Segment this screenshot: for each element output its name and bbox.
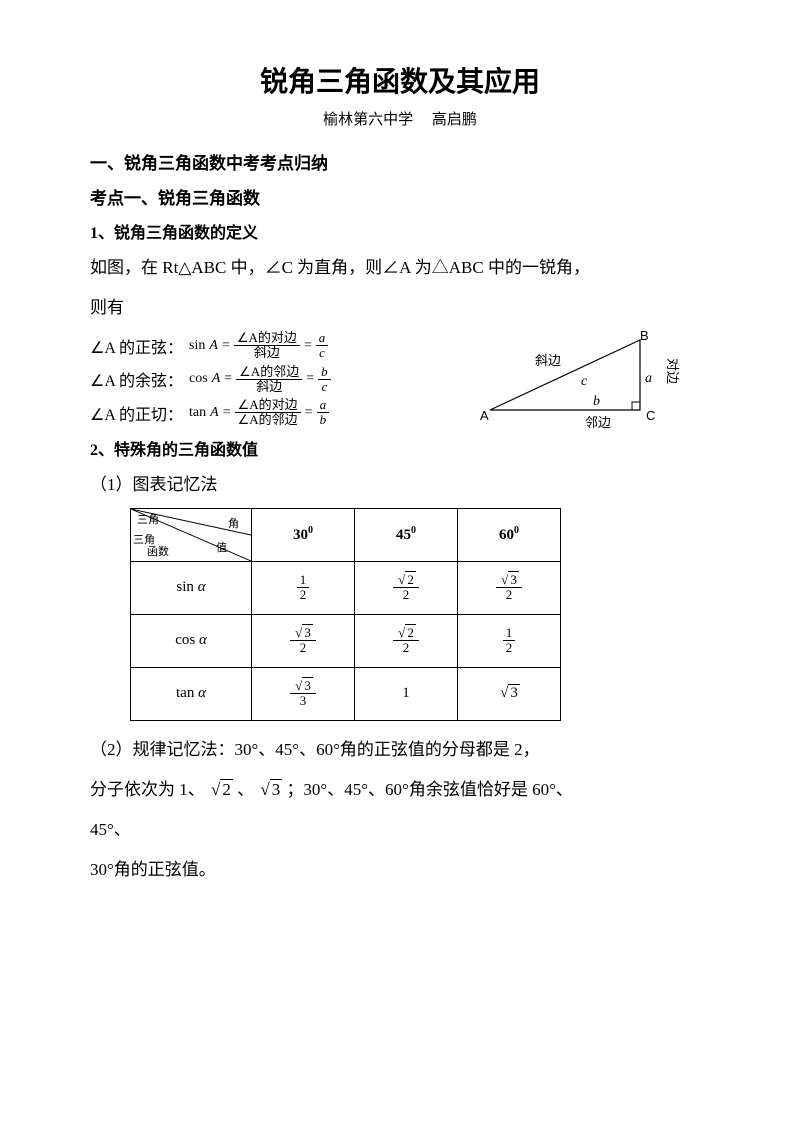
tan-num: ∠A的对边 — [235, 398, 301, 413]
cos-formula: ∠A 的余弦： cos A = ∠A的邻边 斜边 = b c — [90, 365, 450, 395]
method-2-line-4: 30°角的正弦值。 — [90, 853, 710, 887]
vertex-b: B — [640, 330, 649, 343]
definition-heading: 1、锐角三角函数的定义 — [90, 219, 710, 243]
cell-tan-60: 3 — [458, 667, 561, 720]
sin-den: 斜边 — [251, 346, 283, 360]
method-1-heading: （1）图表记忆法 — [90, 468, 710, 502]
sin-math: sin A = ∠A的对边 斜边 = a c — [189, 331, 328, 361]
opp-label: 对边 — [665, 358, 680, 384]
vertex-a: A — [480, 408, 489, 423]
m2-a: 分子依次为 1、 — [90, 780, 205, 799]
cos-label: ∠A 的余弦： — [90, 367, 183, 391]
trig-table: 三角角三角值函数300450600sin α122232cos α322212t… — [130, 508, 561, 721]
row-header-sin: sin α — [131, 561, 252, 614]
definition-text-1: 如图，在 Rt△ABC 中，∠C 为直角，则∠A 为△ABC 中的一锐角， — [90, 251, 710, 285]
cell-tan-45: 1 — [355, 667, 458, 720]
school-name: 榆林第六中学 — [323, 112, 413, 128]
cell-sin-60: 32 — [458, 561, 561, 614]
sin-frac-1: ∠A的对边 斜边 — [234, 331, 300, 361]
sin-arg: A — [209, 338, 218, 354]
adj-label: 邻边 — [585, 415, 611, 430]
eq: = — [223, 405, 231, 421]
hyp-label: 斜边 — [535, 353, 561, 368]
cos-math: cos A = ∠A的邻边 斜边 = b c — [189, 365, 331, 395]
tan-math: tan A = ∠A的对边 ∠A的邻边 = a b — [189, 398, 329, 428]
sin-frac-2: a c — [316, 331, 329, 361]
section-heading: 一、锐角三角函数中考考点归纳 — [90, 149, 710, 174]
tan-b: b — [317, 413, 330, 427]
cell-cos-30: 32 — [252, 614, 355, 667]
cell-sin-45: 22 — [355, 561, 458, 614]
opp-label-group: 对边 — [665, 358, 680, 384]
cell-tan-30: 33 — [252, 667, 355, 720]
sin-num: ∠A的对边 — [234, 331, 300, 346]
tan-arg: A — [210, 405, 219, 421]
formulas-column: ∠A 的正弦： sin A = ∠A的对边 斜边 = a c — [90, 331, 450, 428]
cos-b: b — [318, 365, 331, 380]
triangle-shape — [490, 340, 640, 410]
eq: = — [306, 371, 314, 387]
tan-frac-2: a b — [317, 398, 330, 428]
angle-header-45: 450 — [355, 508, 458, 561]
sin-a: a — [316, 331, 329, 346]
cos-c: c — [318, 380, 330, 394]
sin-c: c — [316, 346, 328, 360]
method-2-line-2: 分子依次为 1、 2 、 3 ；30°、45°、60°角余弦值恰好是 60°、 — [90, 773, 710, 807]
vertex-c: C — [646, 408, 655, 423]
cos-den: 斜边 — [253, 380, 285, 394]
doc-title: 锐角三角函数及其应用 — [90, 60, 710, 100]
tan-frac-1: ∠A的对边 ∠A的邻边 — [235, 398, 301, 428]
sqrt2-inline: 2 — [209, 773, 233, 807]
side-a: a — [645, 371, 652, 386]
cell-cos-45: 22 — [355, 614, 458, 667]
doc-subtitle: 榆林第六中学 高启鹏 — [90, 108, 710, 129]
table-corner-cell: 三角角三角值函数 — [131, 508, 252, 561]
eq: = — [222, 338, 230, 354]
cos-frac-1: ∠A的邻边 斜边 — [236, 365, 302, 395]
cos-frac-2: b c — [318, 365, 331, 395]
cos-fn: cos — [189, 371, 208, 387]
tan-den: ∠A的邻边 — [235, 413, 301, 427]
author-name: 高启鹏 — [432, 112, 477, 128]
side-c: c — [581, 374, 588, 389]
sin-label: ∠A 的正弦： — [90, 334, 183, 358]
eq: = — [224, 371, 232, 387]
m2-c: ；30°、45°、60°角余弦值恰好是 60°、 — [286, 780, 572, 799]
side-b: b — [593, 394, 600, 409]
trig-table-wrap: 三角角三角值函数300450600sin α122232cos α322212t… — [130, 508, 710, 721]
m2-b: 、 — [237, 780, 254, 799]
tan-a: a — [317, 398, 330, 413]
right-angle-mark — [632, 402, 640, 410]
sqrt3-inline: 3 — [258, 773, 282, 807]
angle-header-30: 300 — [252, 508, 355, 561]
point-heading: 考点一、锐角三角函数 — [90, 184, 710, 209]
tan-label: ∠A 的正切： — [90, 401, 183, 425]
tan-fn: tan — [189, 405, 206, 421]
cos-arg: A — [212, 371, 221, 387]
tan-formula: ∠A 的正切： tan A = ∠A的对边 ∠A的邻边 = a b — [90, 398, 450, 428]
cos-num: ∠A的邻边 — [236, 365, 302, 380]
method-2-line-3: 45°、 — [90, 813, 710, 847]
method-2-line-1: （2）规律记忆法：30°、45°、60°角的正弦值的分母都是 2， — [90, 733, 710, 767]
cell-sin-30: 12 — [252, 561, 355, 614]
document-page: 锐角三角函数及其应用 榆林第六中学 高启鹏 一、锐角三角函数中考考点归纳 考点一… — [0, 0, 800, 1132]
sin-fn: sin — [189, 338, 205, 354]
eq: = — [305, 405, 313, 421]
eq: = — [304, 338, 312, 354]
angle-header-60: 600 — [458, 508, 561, 561]
triangle-svg: A B C 斜边 c b 邻边 a 对边 — [480, 330, 690, 440]
cell-cos-60: 12 — [458, 614, 561, 667]
sin-formula: ∠A 的正弦： sin A = ∠A的对边 斜边 = a c — [90, 331, 450, 361]
triangle-figure: A B C 斜边 c b 邻边 a 对边 — [480, 330, 690, 440]
row-header-tan: tan α — [131, 667, 252, 720]
row-header-cos: cos α — [131, 614, 252, 667]
definition-text-2: 则有 — [90, 291, 710, 325]
